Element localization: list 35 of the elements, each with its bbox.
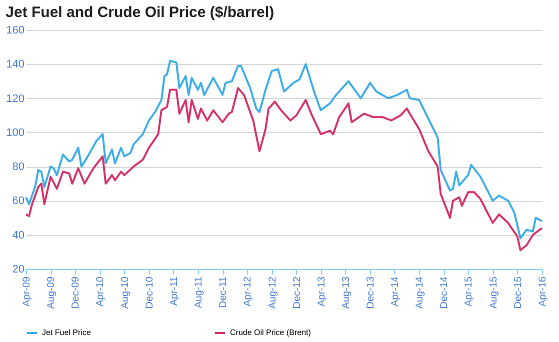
x-tick-label: Aug-11 bbox=[193, 276, 204, 308]
y-tick-label: 80 bbox=[12, 161, 24, 174]
x-tick-label: Aug-12 bbox=[267, 276, 278, 309]
x-tick-label: Dec-14 bbox=[439, 276, 450, 309]
y-tick-label: 20 bbox=[12, 264, 24, 276]
line-series bbox=[25, 60, 543, 240]
legend-label: Crude Oil Price (Brent) bbox=[230, 328, 312, 337]
x-tick-label: Aug-13 bbox=[340, 276, 352, 309]
x-tick-label: Apr-09 bbox=[22, 276, 32, 307]
x-tick-label: Apr-16 bbox=[538, 276, 548, 307]
x-tick-label: Dec-13 bbox=[366, 276, 377, 309]
x-tick-label: Dec-11 bbox=[218, 276, 230, 308]
y-tick-label: 40 bbox=[12, 229, 24, 242]
x-tick-label: Apr-14 bbox=[390, 276, 401, 307]
x-tick-label: Aug-09 bbox=[46, 276, 58, 309]
x-tick-label: Apr-15 bbox=[464, 276, 475, 307]
x-tick-label: Apr-11 bbox=[168, 276, 180, 306]
x-tick-label: Dec-15 bbox=[512, 276, 524, 309]
chart-title: Jet Fuel and Crude Oil Price ($/barrel) bbox=[6, 4, 274, 21]
x-tick-label: Apr-13 bbox=[316, 276, 328, 307]
y-tick-label: 60 bbox=[12, 195, 24, 208]
y-tick-label: 120 bbox=[6, 92, 24, 105]
x-tick-label: Aug-10 bbox=[120, 276, 131, 309]
y-tick-label: 100 bbox=[6, 126, 24, 139]
x-tick-label: Aug-15 bbox=[488, 276, 500, 309]
x-tick-label: Apr-10 bbox=[95, 276, 106, 307]
x-tick-label: Dec-09 bbox=[70, 276, 82, 309]
y-tick-label: 140 bbox=[6, 58, 24, 71]
x-tick-label: Aug-14 bbox=[414, 276, 426, 309]
x-tick-label: Apr-12 bbox=[242, 276, 254, 307]
legend-label: Jet Fuel Price bbox=[42, 328, 92, 337]
x-tick-label: Dec-12 bbox=[292, 276, 303, 309]
y-tick-label: 160 bbox=[6, 24, 24, 36]
x-tick-label: Dec-10 bbox=[144, 276, 156, 309]
line-series bbox=[25, 87, 543, 252]
